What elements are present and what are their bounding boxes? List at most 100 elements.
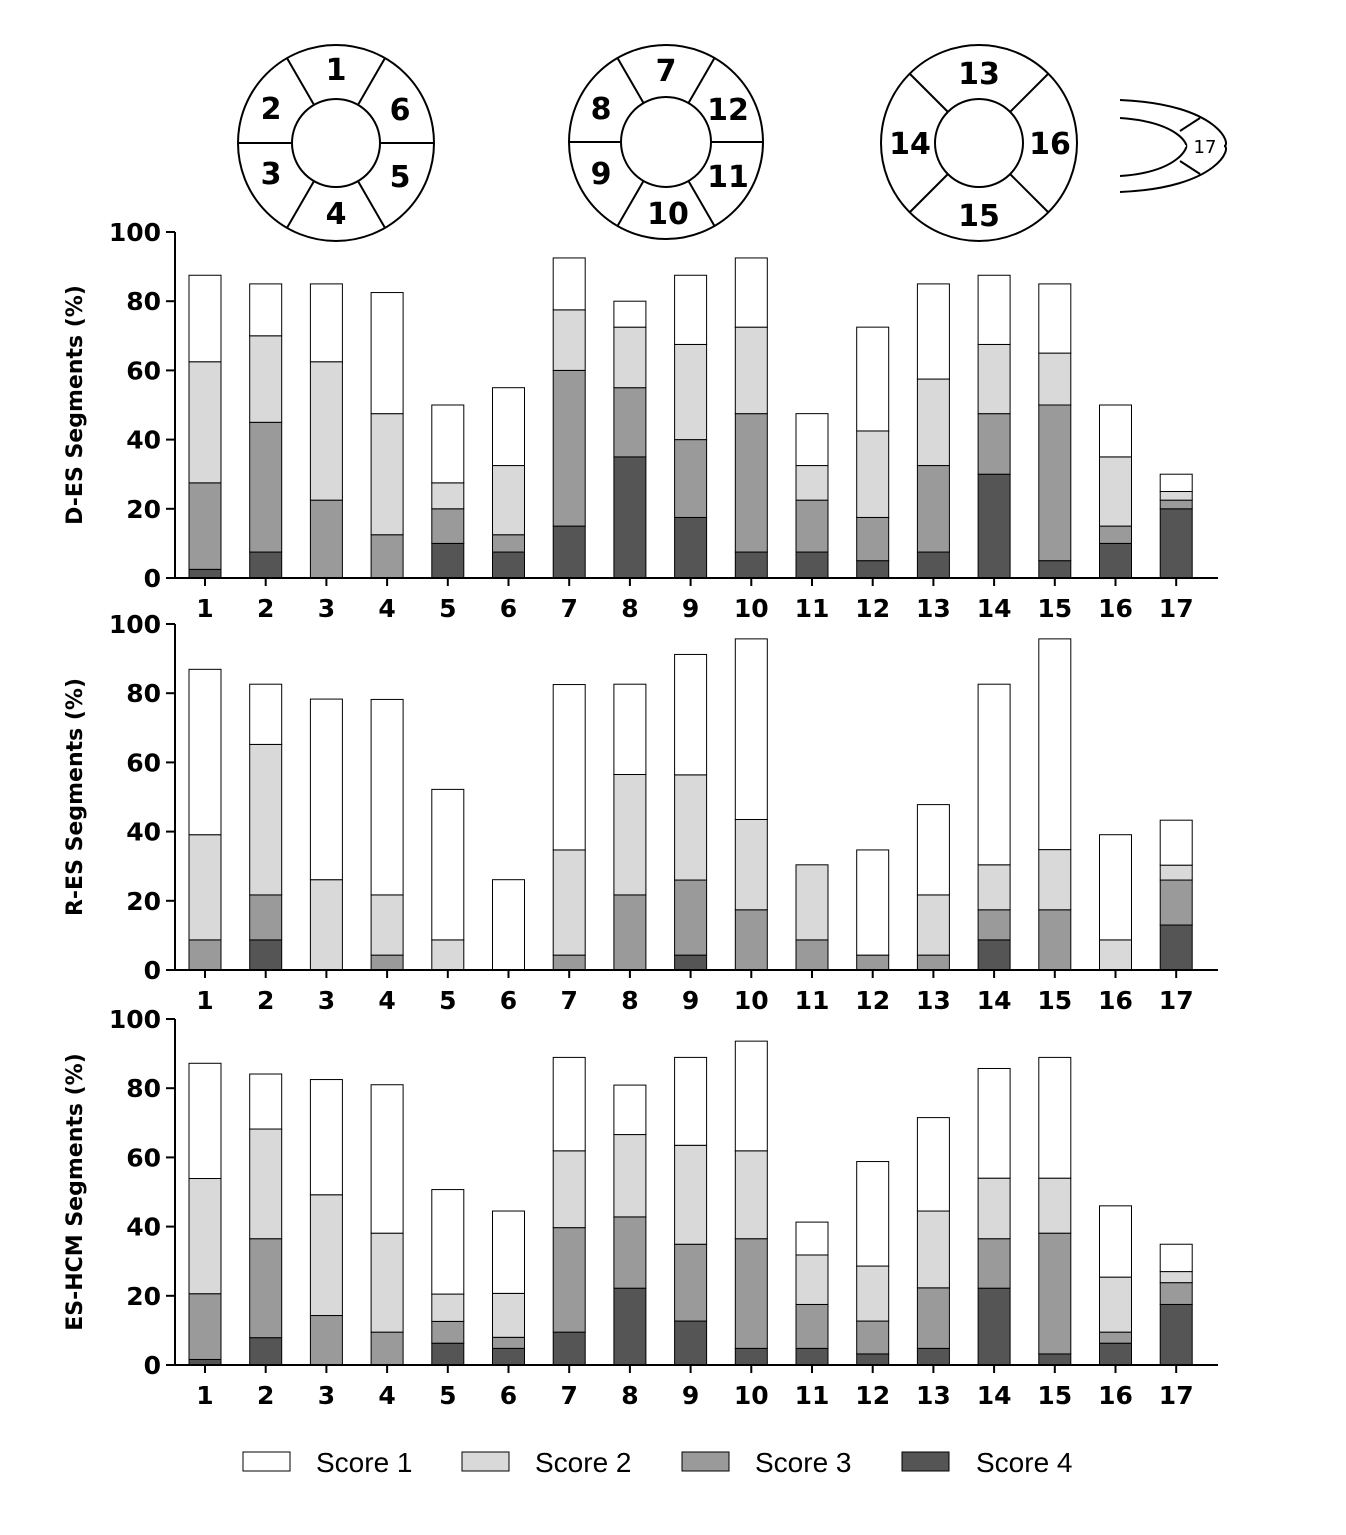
bar-segment <box>1099 834 1132 941</box>
bar-segment <box>856 1265 890 1322</box>
bar-segment <box>916 1210 950 1289</box>
divider <box>909 173 949 213</box>
bar-segment <box>977 274 1011 345</box>
bar-segment <box>613 774 647 896</box>
bar-segment <box>249 283 283 337</box>
y-tick-label: 20 <box>126 495 161 524</box>
bar-segment <box>552 849 586 956</box>
x-tick-label: 4 <box>378 594 395 623</box>
bar-segment <box>1099 1276 1132 1333</box>
legend-swatch-score-1 <box>242 1451 291 1472</box>
bar-segment <box>916 1117 950 1212</box>
divider <box>1009 73 1049 113</box>
bar-segment <box>674 954 708 971</box>
bar-segment <box>856 326 890 432</box>
bar-segment <box>309 879 343 971</box>
bar-segment <box>977 939 1011 971</box>
chart-panel-es-hcm: 1 2 3 4 5 6 7 8 9 10 11 12 13 14 15 16 17020406080100ES-… <box>63 1005 1218 1410</box>
divider <box>286 57 315 106</box>
bar-segment <box>1099 542 1132 579</box>
bar-segment <box>1159 1303 1193 1366</box>
bar-segment <box>734 638 768 820</box>
y-tick-label: 80 <box>126 679 161 708</box>
bar-segment <box>1038 1232 1072 1355</box>
segment-label: 12 <box>707 93 749 128</box>
x-tick-label: 1 <box>196 1381 213 1410</box>
bar-segment <box>795 864 829 941</box>
legend-label-score-2: Score 2 <box>535 1447 632 1478</box>
bar-segment <box>1159 924 1193 971</box>
y-tick-label: 80 <box>126 287 161 316</box>
bar-segment <box>188 568 222 579</box>
x-tick-label: 11 <box>795 1381 830 1410</box>
segment-label: 9 <box>591 157 612 192</box>
bar-segment <box>856 560 890 579</box>
bar-segment <box>916 1287 950 1349</box>
bar-segment <box>188 482 222 570</box>
bar-segment <box>1038 1056 1072 1179</box>
bar-segment <box>492 465 525 536</box>
bar-segment <box>492 534 525 553</box>
bar-segment <box>1159 1271 1193 1284</box>
x-tick-label: 16 <box>1098 986 1133 1015</box>
x-tick-label: 4 <box>378 1381 395 1410</box>
bar-segment <box>977 1287 1011 1366</box>
bar-segment <box>370 292 404 415</box>
bar-segment <box>795 1254 829 1305</box>
bar-segment <box>492 1292 525 1338</box>
bar-segment <box>552 684 586 851</box>
bar-segment <box>674 274 708 345</box>
legend-label-score-4: Score 4 <box>976 1447 1073 1478</box>
segment-label: 15 <box>958 199 1000 234</box>
bar-segment <box>370 1084 404 1234</box>
bar-segment <box>1038 404 1072 562</box>
y-tick-label: 100 <box>109 218 161 247</box>
segment-label: 6 <box>390 93 411 128</box>
bar-segment <box>249 743 283 896</box>
divider <box>687 57 716 104</box>
x-tick-label: 17 <box>1159 1381 1194 1410</box>
bar-segment <box>431 939 465 971</box>
bar-segment <box>856 516 890 562</box>
x-tick-label: 6 <box>500 594 517 623</box>
x-tick-label: 9 <box>682 986 699 1015</box>
y-tick-label: 100 <box>109 1005 161 1034</box>
x-tick-label: 17 <box>1159 594 1194 623</box>
apex-inner-arc <box>1119 117 1188 177</box>
bar-segment <box>552 954 586 971</box>
bar-segment <box>552 1331 586 1366</box>
bar-segment <box>734 1347 768 1366</box>
segment-label: 4 <box>326 197 347 232</box>
bar-segment <box>188 939 222 971</box>
bar-segment <box>1099 404 1132 458</box>
x-tick-label: 3 <box>318 594 335 623</box>
bar-segment <box>1038 283 1072 354</box>
bar-segment <box>674 879 708 956</box>
x-tick-label: 1 <box>196 986 213 1015</box>
bar-segment <box>734 551 768 579</box>
x-tick-label: 4 <box>378 986 395 1015</box>
x-tick-label: 8 <box>621 594 638 623</box>
segment-label: 11 <box>707 160 749 195</box>
bar-segment <box>492 879 525 971</box>
bar-segment <box>249 335 283 423</box>
segment-label: 3 <box>261 157 282 192</box>
bar-segment <box>249 1073 283 1130</box>
bar-segment <box>856 954 890 971</box>
y-tick-label: 60 <box>126 1143 161 1172</box>
bar-segment <box>188 1293 222 1360</box>
bar-segment <box>1038 352 1072 406</box>
segment-label: 13 <box>958 57 1000 92</box>
legend: Score 1 Score 2 Score 3 Score 4 <box>242 1447 1073 1478</box>
legend-label-score-3: Score 3 <box>755 1447 852 1478</box>
bar-segment <box>249 939 283 971</box>
bar-segment <box>492 387 525 467</box>
divider <box>687 180 716 227</box>
bar-segment <box>916 283 950 380</box>
bar-segment <box>1099 456 1132 527</box>
segment-label: 16 <box>1029 127 1071 162</box>
bar-segment <box>613 683 647 776</box>
bar-segment <box>734 1150 768 1240</box>
bar-segment <box>795 465 829 501</box>
bar-segment <box>249 551 283 579</box>
